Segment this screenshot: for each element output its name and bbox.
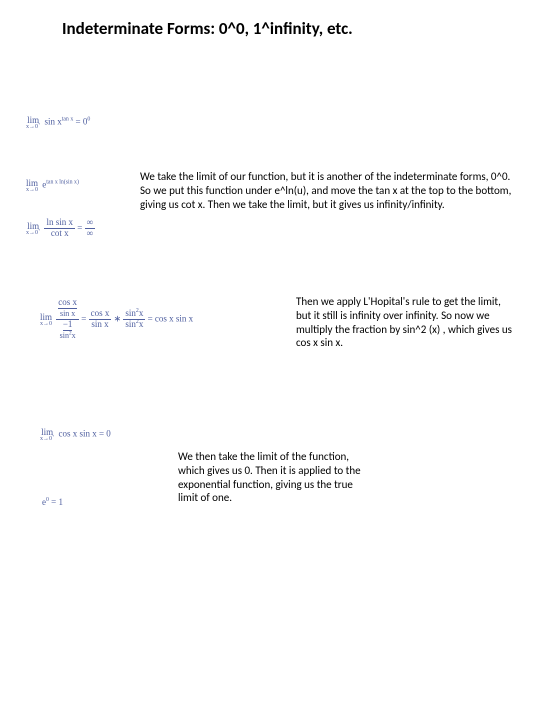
equation-3: limx→0+ ln sin xcot x = ∞∞	[26, 218, 95, 239]
paragraph-2: Then we apply L'Hopital's rule to get th…	[296, 295, 514, 350]
equation-5: limx→0+ cos x sin x = 0	[40, 427, 111, 442]
equation-1: limx→0+ sin xtan x = 00	[26, 115, 90, 130]
equation-6: e0 = 1	[42, 497, 63, 507]
paragraph-3: We then take the limit of the function, …	[178, 450, 374, 505]
equation-4: limx→0 cos xsin x−1sin2x = cos xsin x ∗ …	[40, 298, 193, 341]
page-title: Indeterminate Forms: 0^0, 1^infinity, et…	[62, 18, 353, 39]
equation-2: limx→0 etan x ln(sin x)	[26, 178, 79, 193]
paragraph-1: We take the limit of our function, but i…	[140, 170, 515, 211]
